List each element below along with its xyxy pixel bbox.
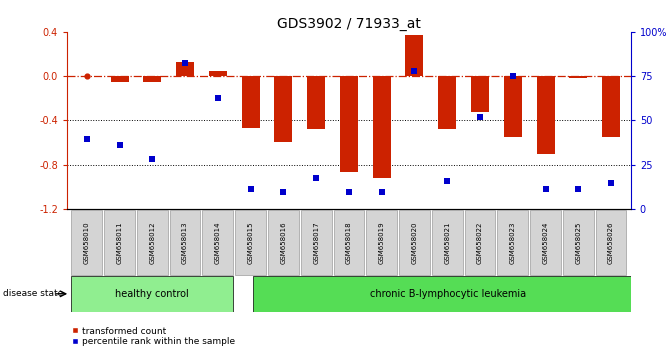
- Text: GSM658010: GSM658010: [84, 221, 90, 264]
- Legend: transformed count, percentile rank within the sample: transformed count, percentile rank withi…: [72, 327, 236, 347]
- Bar: [209, 70, 227, 76]
- Bar: [602, 76, 620, 137]
- FancyBboxPatch shape: [104, 210, 135, 275]
- Text: GSM658026: GSM658026: [608, 221, 614, 264]
- Bar: [176, 62, 194, 76]
- Bar: [340, 76, 358, 172]
- FancyBboxPatch shape: [137, 210, 168, 275]
- Title: GDS3902 / 71933_at: GDS3902 / 71933_at: [277, 17, 421, 31]
- Text: GSM658024: GSM658024: [543, 221, 548, 264]
- FancyBboxPatch shape: [563, 210, 594, 275]
- Point: [540, 186, 551, 192]
- Bar: [372, 76, 391, 178]
- FancyBboxPatch shape: [366, 210, 397, 275]
- Text: GSM658012: GSM658012: [150, 221, 155, 264]
- FancyBboxPatch shape: [236, 210, 266, 275]
- Text: GSM658014: GSM658014: [215, 221, 221, 264]
- Text: GSM658023: GSM658023: [510, 221, 516, 264]
- Bar: [537, 76, 554, 154]
- Point: [376, 189, 387, 195]
- Point: [245, 186, 256, 192]
- Text: GSM658022: GSM658022: [477, 221, 483, 264]
- Text: GSM658016: GSM658016: [280, 221, 287, 264]
- FancyBboxPatch shape: [596, 210, 627, 275]
- Bar: [438, 76, 456, 129]
- Bar: [405, 35, 423, 76]
- Bar: [144, 76, 161, 82]
- Point: [573, 186, 584, 192]
- FancyBboxPatch shape: [497, 210, 528, 275]
- Point: [180, 60, 191, 66]
- Text: GSM658025: GSM658025: [575, 221, 581, 264]
- FancyBboxPatch shape: [464, 210, 495, 275]
- FancyBboxPatch shape: [432, 210, 462, 275]
- Point: [147, 156, 158, 162]
- Bar: [569, 76, 587, 78]
- Point: [213, 96, 223, 101]
- Text: GSM658018: GSM658018: [346, 221, 352, 264]
- Point: [344, 189, 354, 195]
- Bar: [274, 76, 293, 143]
- FancyBboxPatch shape: [399, 210, 430, 275]
- Point: [507, 73, 518, 79]
- Point: [311, 175, 321, 181]
- Text: GSM658021: GSM658021: [444, 221, 450, 264]
- Bar: [504, 76, 522, 137]
- Text: chronic B-lymphocytic leukemia: chronic B-lymphocytic leukemia: [370, 289, 526, 299]
- Point: [278, 189, 289, 195]
- Bar: [111, 76, 129, 82]
- Point: [81, 136, 92, 142]
- FancyBboxPatch shape: [268, 210, 299, 275]
- Text: GSM658020: GSM658020: [411, 221, 417, 264]
- Point: [114, 142, 125, 148]
- Point: [606, 181, 617, 186]
- Text: GSM658011: GSM658011: [117, 221, 123, 264]
- FancyBboxPatch shape: [170, 210, 201, 275]
- FancyBboxPatch shape: [71, 210, 102, 275]
- FancyBboxPatch shape: [333, 210, 364, 275]
- FancyBboxPatch shape: [71, 276, 234, 312]
- FancyBboxPatch shape: [301, 210, 331, 275]
- FancyBboxPatch shape: [530, 210, 561, 275]
- Point: [474, 114, 485, 120]
- Point: [409, 68, 420, 73]
- Text: GSM658017: GSM658017: [313, 221, 319, 264]
- Point: [81, 73, 92, 79]
- Bar: [471, 76, 489, 112]
- Point: [442, 178, 453, 184]
- Text: disease state: disease state: [3, 289, 64, 298]
- Bar: [307, 76, 325, 129]
- FancyBboxPatch shape: [203, 210, 234, 275]
- Text: GSM658019: GSM658019: [378, 221, 384, 264]
- FancyBboxPatch shape: [252, 276, 644, 312]
- Text: GSM658013: GSM658013: [182, 221, 188, 264]
- Text: healthy control: healthy control: [115, 289, 189, 299]
- Text: GSM658015: GSM658015: [248, 221, 254, 264]
- Bar: [242, 76, 260, 128]
